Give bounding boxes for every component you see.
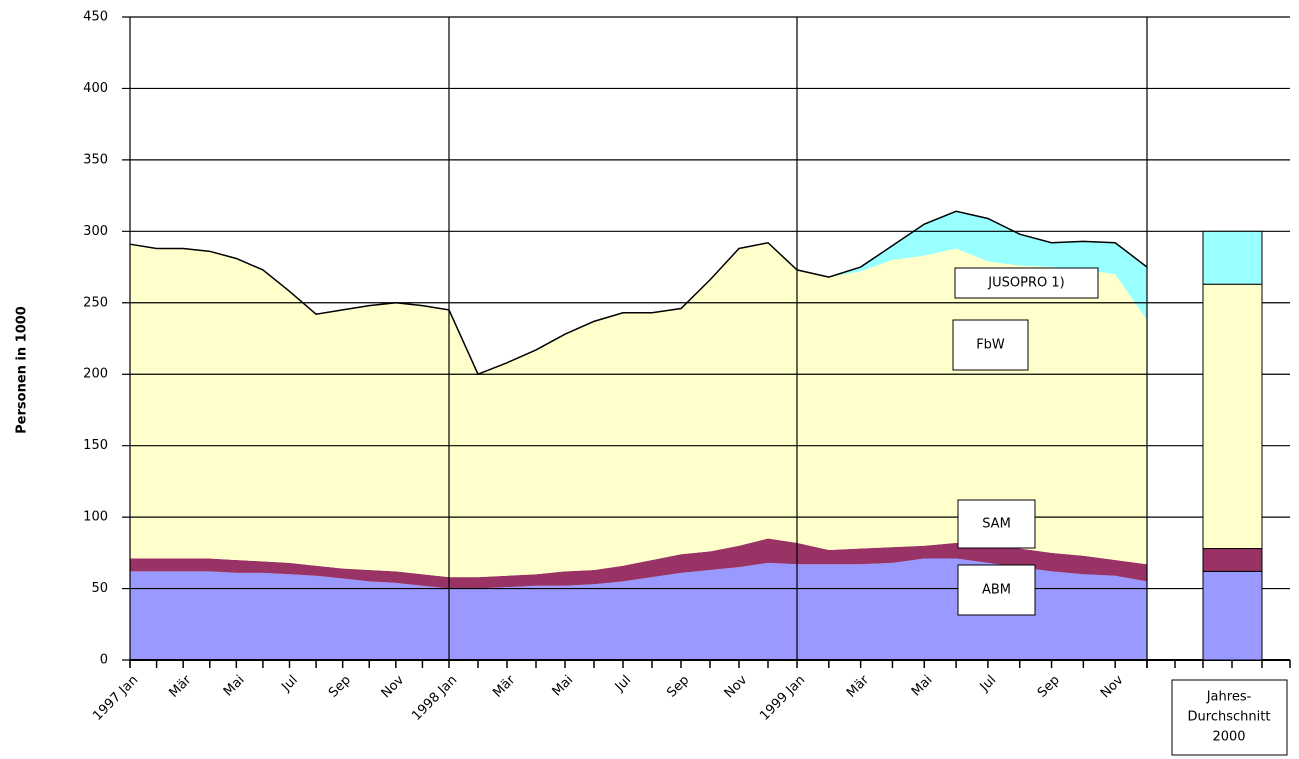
average-label: Durchschnitt [1188, 710, 1271, 725]
area [130, 242, 1147, 578]
series-label: SAM [982, 517, 1011, 532]
x-tick-label: Sep [1035, 673, 1063, 701]
average-label-box [1171, 679, 1288, 756]
bar-segment [1202, 570, 1263, 661]
top-line [129, 210, 1148, 376]
series-label: FbW [976, 338, 1005, 353]
x-tick-label: Sep [326, 673, 354, 701]
bar-segment [1202, 230, 1263, 285]
area [130, 558, 1147, 660]
y-axis-label: Personen in 1000 [15, 306, 30, 434]
area [130, 211, 1147, 375]
x-tick-label: Jul [977, 673, 999, 695]
y-tick-label: 450 [83, 10, 108, 25]
series-label: ABM [982, 583, 1011, 598]
y-tick-label: 50 [91, 581, 108, 596]
y-tick-label: 0 [100, 653, 108, 668]
bar-segment [1202, 548, 1263, 572]
y-tick-label: 400 [83, 81, 108, 96]
x-tick-label: Sep [664, 673, 692, 701]
x-tick-label: Mär [167, 672, 195, 700]
x-tick-label: Nov [722, 672, 751, 701]
x-tick-label: 1997 Jan [90, 673, 141, 724]
x-tick-label: 1999 Jan [757, 673, 808, 724]
x-tick-label: Mai [909, 673, 936, 700]
series-label-box [957, 564, 1036, 616]
y-tick-label: 200 [83, 367, 108, 382]
series-label-box [952, 319, 1029, 371]
average-label: 2000 [1212, 730, 1245, 745]
y-tick-label: 100 [83, 510, 108, 525]
x-tick-label: Mai [221, 673, 248, 700]
series-label-box [954, 267, 1099, 299]
x-tick-label: Jul [278, 673, 300, 695]
area [130, 538, 1147, 589]
plot [129, 210, 1148, 660]
average-label: Jahres- [1206, 690, 1252, 705]
series-label: JUSOPRO 1) [987, 276, 1064, 291]
x-tick-label: Nov [1098, 672, 1127, 701]
x-tick-label: Mär [844, 672, 872, 700]
y-tick-label: 300 [83, 224, 108, 239]
x-tick-label: Mai [550, 673, 577, 700]
x-tick-label: Nov [379, 672, 408, 701]
x-tick-label: 1998 Jan [409, 673, 460, 724]
y-tick-label: 150 [83, 438, 108, 453]
y-tick-label: 350 [83, 152, 108, 167]
x-tick-label: Jul [612, 673, 634, 695]
bar-segment [1202, 283, 1263, 550]
x-tick-label: Mär [490, 672, 518, 700]
series-label-box [957, 499, 1036, 549]
y-tick-label: 250 [83, 295, 108, 310]
